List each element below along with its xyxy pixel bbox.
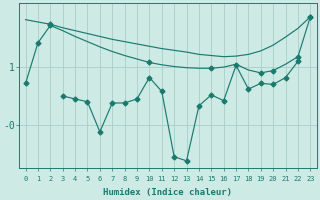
X-axis label: Humidex (Indice chaleur): Humidex (Indice chaleur) [103,188,232,197]
